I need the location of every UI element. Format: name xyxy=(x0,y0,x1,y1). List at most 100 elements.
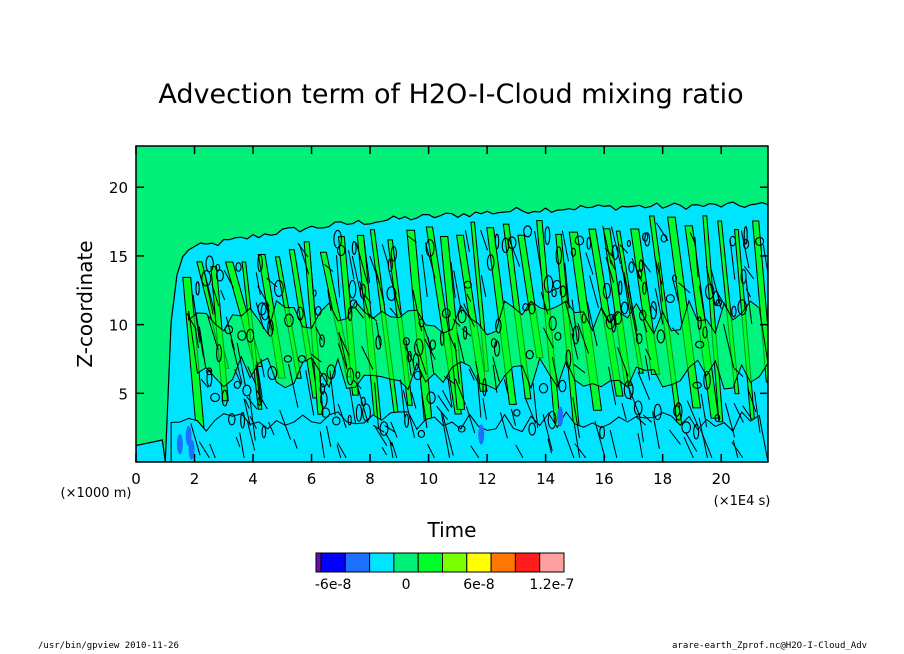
contour-segment xyxy=(448,332,457,352)
contour-segment xyxy=(198,326,207,368)
contour-segment xyxy=(337,343,348,370)
contour-segment xyxy=(248,394,256,441)
contour-loop xyxy=(501,237,510,254)
contour-segment xyxy=(374,427,388,446)
contour-loop xyxy=(346,367,355,386)
contour-loop xyxy=(495,318,502,334)
contour-loop xyxy=(665,294,675,304)
contour-loop xyxy=(653,403,662,421)
contour-segment xyxy=(625,370,632,401)
contour-loop xyxy=(714,414,721,422)
contour-segment xyxy=(203,271,214,315)
contour-segment xyxy=(453,270,463,314)
contour-segment xyxy=(551,357,560,388)
contour-loop xyxy=(528,422,537,436)
contour-segment xyxy=(542,414,553,452)
contour-loop xyxy=(554,331,562,341)
contour-segment xyxy=(230,339,243,384)
contour-loop xyxy=(673,405,681,417)
contour-segment xyxy=(264,299,273,332)
contour-segment xyxy=(426,443,435,459)
x-tick-label: 20 xyxy=(712,470,731,488)
contour-segment xyxy=(685,432,698,452)
contour-segment xyxy=(573,422,581,458)
contour-segment xyxy=(337,442,347,459)
contour-loop xyxy=(349,299,358,309)
contour-loop xyxy=(743,225,748,245)
contour-segment xyxy=(268,422,275,436)
contour-segment xyxy=(564,300,575,336)
contour-loop xyxy=(426,391,436,405)
contour-loop xyxy=(586,237,592,250)
contour-segment xyxy=(361,345,374,370)
contour-segment xyxy=(374,382,379,429)
contour-loop xyxy=(548,316,557,331)
contour-loop xyxy=(565,349,572,369)
contour-segment xyxy=(605,256,615,283)
contour-segment xyxy=(745,277,753,324)
contour-segment xyxy=(482,398,487,420)
contour-loop xyxy=(348,279,357,299)
contour-segment xyxy=(310,353,322,363)
contour-segment xyxy=(454,378,466,405)
contour-segment xyxy=(610,260,616,270)
x-tick-label: 18 xyxy=(653,470,672,488)
plot-area xyxy=(136,146,768,462)
contour-segment xyxy=(510,408,517,426)
contour-segment xyxy=(194,326,199,349)
contour-loop xyxy=(572,325,580,345)
contour-loop xyxy=(228,413,236,426)
contour-loop xyxy=(221,389,228,407)
contour-segment xyxy=(733,402,744,423)
contour-loop xyxy=(555,246,563,265)
colorbar-label: -6e-8 xyxy=(315,577,352,593)
y-tick-label: 5 xyxy=(118,385,128,403)
contour-loop xyxy=(351,241,357,255)
contour-loop xyxy=(284,313,294,328)
contour-segment xyxy=(594,420,606,459)
colorbar-segment xyxy=(539,552,565,573)
colorbar-segment xyxy=(490,552,516,573)
contour-segment xyxy=(421,254,428,297)
contour-segment xyxy=(437,395,450,412)
contour-segment xyxy=(747,387,757,413)
contour-loop xyxy=(425,239,435,257)
contour-segment xyxy=(586,302,598,347)
x-tick-label: 16 xyxy=(595,470,614,488)
contour-segment xyxy=(246,396,258,410)
contour-segment xyxy=(564,262,570,309)
contour-segment xyxy=(324,264,334,272)
contour-segment xyxy=(452,318,461,327)
colorbar: -6e-8 0 6e-8 1.2e-7 xyxy=(315,552,574,593)
contour-segment xyxy=(389,439,394,458)
contour-segment xyxy=(470,445,480,459)
colorbar-segment xyxy=(466,552,492,573)
contour-segment xyxy=(608,366,617,406)
contour-segment xyxy=(621,402,627,420)
contour-segment xyxy=(745,288,752,298)
contour-loop xyxy=(544,226,551,245)
contour-segment xyxy=(610,226,621,265)
contour-loop xyxy=(740,268,747,285)
contour-loop xyxy=(261,425,267,439)
contour-segment xyxy=(710,270,722,309)
contour-segment xyxy=(694,236,699,278)
contour-segment xyxy=(326,425,332,447)
contour-loop xyxy=(551,288,557,298)
strong-negative-cell xyxy=(478,424,485,445)
contour-loop xyxy=(559,285,567,298)
contour-loop xyxy=(195,281,200,296)
contour-loop xyxy=(319,373,328,388)
contour-loop xyxy=(620,301,629,315)
contour-segment xyxy=(266,277,278,288)
contour-loop xyxy=(702,326,708,339)
contour-loop xyxy=(314,306,322,316)
contour-loop xyxy=(642,232,649,242)
strong-negative-cell xyxy=(176,434,183,455)
contour-segment xyxy=(671,327,680,336)
contour-segment xyxy=(388,270,402,316)
contour-loop xyxy=(283,355,293,363)
contour-segment xyxy=(534,231,543,277)
contour-segment xyxy=(654,257,663,285)
contour-segment xyxy=(601,308,610,323)
